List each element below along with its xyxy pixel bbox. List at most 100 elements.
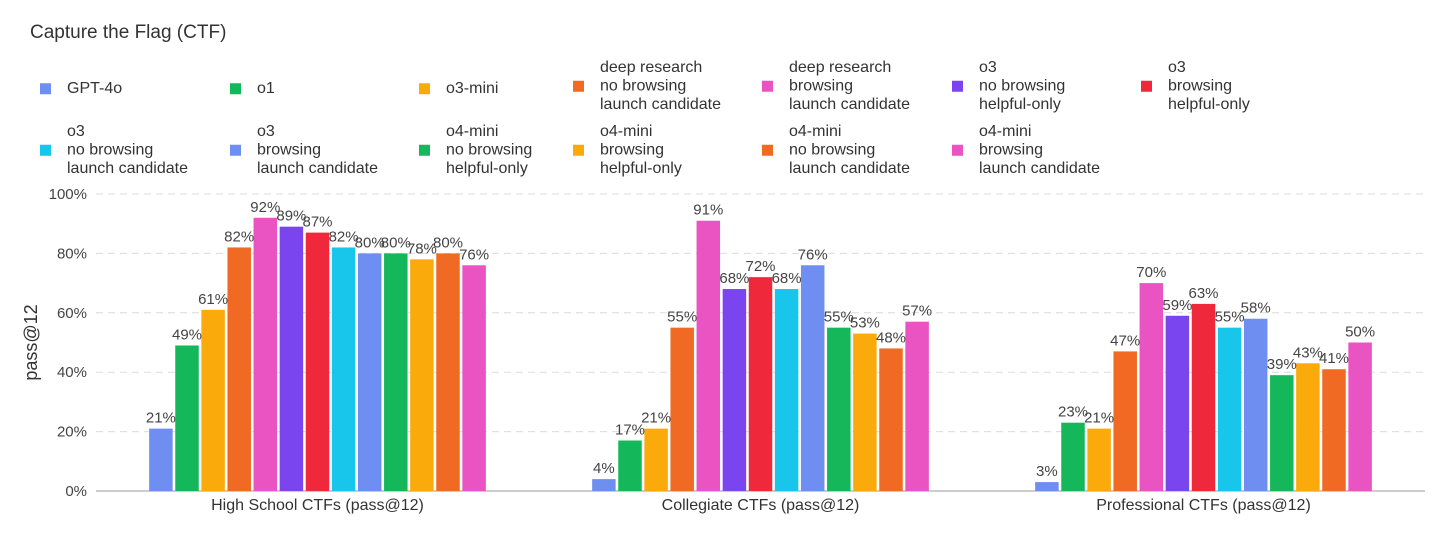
legend-swatch bbox=[230, 144, 241, 156]
value-label: 70% bbox=[1136, 264, 1166, 281]
bar-professional-ctfs-pass-12-o4-mini-browsing-launch-candidate bbox=[1348, 342, 1372, 491]
bar-collegiate-ctfs-pass-12-o4-mini-no-browsing-launch-candidate bbox=[879, 348, 903, 491]
value-label: 91% bbox=[693, 202, 723, 219]
legend-label: launch candidate bbox=[979, 160, 1100, 177]
value-label: 4% bbox=[593, 460, 615, 477]
legend-label: o3 bbox=[1168, 59, 1186, 76]
value-label: 68% bbox=[772, 270, 802, 287]
bar-professional-ctfs-pass-12-deep-research-browsing-launch-candidate bbox=[1139, 283, 1164, 491]
bar-collegiate-ctfs-pass-12-o3-browsing-helpful-only bbox=[748, 277, 773, 491]
bar-professional-ctfs-pass-12-deep-research-no-browsing-launch-candidate bbox=[1113, 351, 1137, 491]
bar-collegiate-ctfs-pass-12-deep-research-browsing-launch-candidate bbox=[696, 220, 721, 492]
x-category-label: High School CTFs (pass@12) bbox=[211, 497, 424, 514]
bar-professional-ctfs-pass-12-o3-mini bbox=[1087, 428, 1111, 491]
legend-label: no browsing bbox=[600, 78, 686, 95]
legend-label: launch candidate bbox=[789, 160, 910, 177]
value-label: 68% bbox=[719, 270, 749, 287]
legend-label: o4-mini bbox=[979, 123, 1031, 140]
y-tick-label: 100% bbox=[49, 186, 87, 203]
bar-high-school-ctfs-pass-12-deep-research-no-browsing-launch-candidate bbox=[227, 247, 251, 491]
legend-item-o1: o1 bbox=[230, 80, 275, 97]
y-tick-label: 60% bbox=[57, 305, 87, 322]
legend-swatch bbox=[573, 80, 584, 92]
chart-title: Capture the Flag (CTF) bbox=[30, 22, 227, 43]
legend-label: o4-mini bbox=[600, 123, 652, 140]
legend-swatch bbox=[40, 144, 51, 156]
value-label: 80% bbox=[433, 234, 463, 251]
legend-label: o4-mini bbox=[789, 123, 841, 140]
legend-swatch bbox=[419, 83, 430, 95]
value-label: 58% bbox=[1241, 300, 1271, 317]
legend-item-o3-mini: o3-mini bbox=[419, 80, 498, 97]
value-label: 57% bbox=[902, 303, 932, 320]
y-axis-title: pass@12 bbox=[21, 304, 41, 380]
value-label: 48% bbox=[876, 329, 906, 346]
bar-collegiate-ctfs-pass-12-o3-mini bbox=[644, 428, 668, 491]
legend-label: browsing bbox=[789, 78, 853, 95]
value-label: 72% bbox=[745, 258, 775, 275]
value-label: 61% bbox=[198, 291, 228, 308]
bar-high-school-ctfs-pass-12-o3-browsing-launch-candidate bbox=[357, 253, 382, 491]
value-label: 39% bbox=[1267, 356, 1297, 373]
bar-high-school-ctfs-pass-12-o3-no-browsing-helpful-only bbox=[279, 226, 304, 492]
bar-high-school-ctfs-pass-12-o4-mini-browsing-helpful-only bbox=[410, 259, 434, 491]
legend-label: o3 bbox=[67, 123, 85, 140]
legend-swatch bbox=[762, 80, 773, 92]
value-label: 78% bbox=[407, 240, 437, 257]
legend-label: GPT-4o bbox=[67, 80, 122, 97]
value-label: 92% bbox=[250, 199, 280, 216]
bar-professional-ctfs-pass-12-gpt-4o bbox=[1035, 482, 1059, 491]
legend-label: launch candidate bbox=[600, 96, 721, 113]
bar-professional-ctfs-pass-12-o4-mini-no-browsing-launch-candidate bbox=[1322, 369, 1346, 491]
legend-label: launch candidate bbox=[67, 160, 188, 177]
legend-label: launch candidate bbox=[789, 96, 910, 113]
bar-collegiate-ctfs-pass-12-o4-mini-browsing-launch-candidate bbox=[905, 321, 929, 491]
value-label: 55% bbox=[667, 309, 697, 326]
bar-professional-ctfs-pass-12-o4-mini-browsing-helpful-only bbox=[1296, 363, 1320, 491]
bar-professional-ctfs-pass-12-o4-mini-no-browsing-helpful-only bbox=[1270, 375, 1294, 491]
legend-swatch bbox=[230, 83, 241, 95]
legend-label: no browsing bbox=[446, 142, 532, 159]
legend-label: browsing bbox=[979, 142, 1043, 159]
y-tick-label: 40% bbox=[57, 364, 87, 381]
legend-label: helpful-only bbox=[1168, 96, 1250, 113]
value-label: 43% bbox=[1293, 344, 1323, 361]
value-label: 47% bbox=[1110, 332, 1140, 349]
bar-professional-ctfs-pass-12-o1 bbox=[1061, 422, 1085, 491]
y-tick-label: 80% bbox=[57, 245, 87, 262]
legend-swatch bbox=[419, 144, 430, 156]
legend-label: deep research bbox=[789, 59, 891, 76]
legend-label: launch candidate bbox=[257, 160, 378, 177]
bar-high-school-ctfs-pass-12-o3-browsing-helpful-only bbox=[305, 232, 330, 492]
bar-professional-ctfs-pass-12-o3-no-browsing-helpful-only bbox=[1165, 315, 1190, 491]
y-tick-label: 0% bbox=[65, 483, 87, 500]
bar-high-school-ctfs-pass-12-o4-mini-no-browsing-helpful-only bbox=[384, 253, 408, 491]
legend-label: o1 bbox=[257, 80, 275, 97]
value-label: 23% bbox=[1058, 404, 1088, 421]
bar-collegiate-ctfs-pass-12-o1 bbox=[618, 440, 642, 491]
value-label: 41% bbox=[1319, 350, 1349, 367]
legend-swatch bbox=[952, 144, 963, 156]
bar-high-school-ctfs-pass-12-deep-research-browsing-launch-candidate bbox=[253, 217, 278, 491]
bar-professional-ctfs-pass-12-o3-browsing-launch-candidate bbox=[1243, 318, 1268, 491]
bars bbox=[149, 217, 1372, 492]
legend-label: deep research bbox=[600, 59, 702, 76]
bar-high-school-ctfs-pass-12-o3-no-browsing-launch-candidate bbox=[331, 247, 356, 491]
legend-swatch bbox=[40, 83, 51, 95]
value-label: 59% bbox=[1162, 297, 1192, 314]
bar-high-school-ctfs-pass-12-o4-mini-no-browsing-launch-candidate bbox=[436, 253, 460, 491]
value-label: 17% bbox=[615, 422, 645, 439]
legend-label: no browsing bbox=[789, 142, 875, 159]
value-label: 76% bbox=[459, 246, 489, 263]
legend-label: browsing bbox=[257, 142, 321, 159]
value-label: 21% bbox=[641, 410, 671, 427]
